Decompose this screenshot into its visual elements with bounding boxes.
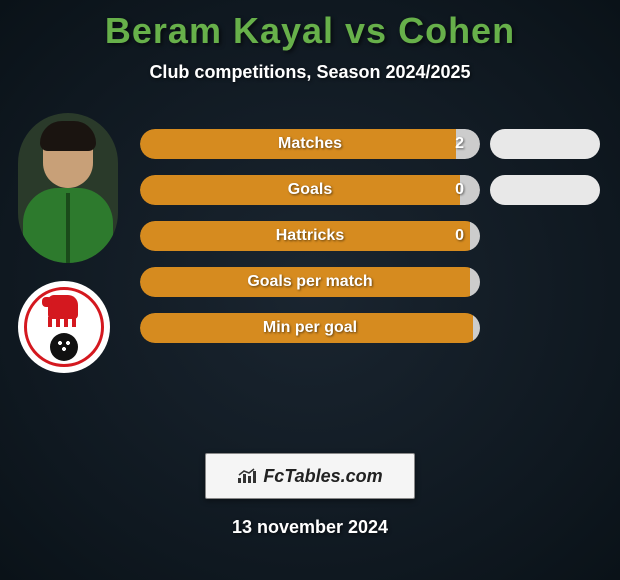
player1-column <box>18 113 123 373</box>
stat-label: Matches <box>140 129 480 159</box>
stat-bars: Matches2Goals0Hattricks0Goals per matchM… <box>140 129 480 359</box>
stat-row-hattricks: Hattricks0 <box>140 221 480 251</box>
site-brand-text: FcTables.com <box>263 466 382 487</box>
subtitle: Club competitions, Season 2024/2025 <box>0 62 620 83</box>
site-watermark: FcTables.com <box>205 453 415 499</box>
stat-label: Min per goal <box>140 313 480 343</box>
stat-value-p1: 0 <box>455 221 464 251</box>
stat-label: Hattricks <box>140 221 480 251</box>
stat-label: Goals <box>140 175 480 205</box>
page-title: Beram Kayal vs Cohen <box>0 0 620 52</box>
stat-value-p1: 0 <box>455 175 464 205</box>
stat-row-goals: Goals0 <box>140 175 480 205</box>
comparison-panel: Matches2Goals0Hattricks0Goals per matchM… <box>0 113 620 413</box>
stat-row-goals-per-match: Goals per match <box>140 267 480 297</box>
player2-pill <box>490 129 600 159</box>
player1-avatar <box>18 113 118 263</box>
stat-row-matches: Matches2 <box>140 129 480 159</box>
date-label: 13 november 2024 <box>0 517 620 538</box>
player2-column <box>490 129 600 359</box>
player2-pill <box>490 175 600 205</box>
stat-label: Goals per match <box>140 267 480 297</box>
stat-row-min-per-goal: Min per goal <box>140 313 480 343</box>
player1-club-badge <box>18 281 110 373</box>
chart-icon <box>237 468 257 484</box>
stat-value-p1: 2 <box>455 129 464 159</box>
